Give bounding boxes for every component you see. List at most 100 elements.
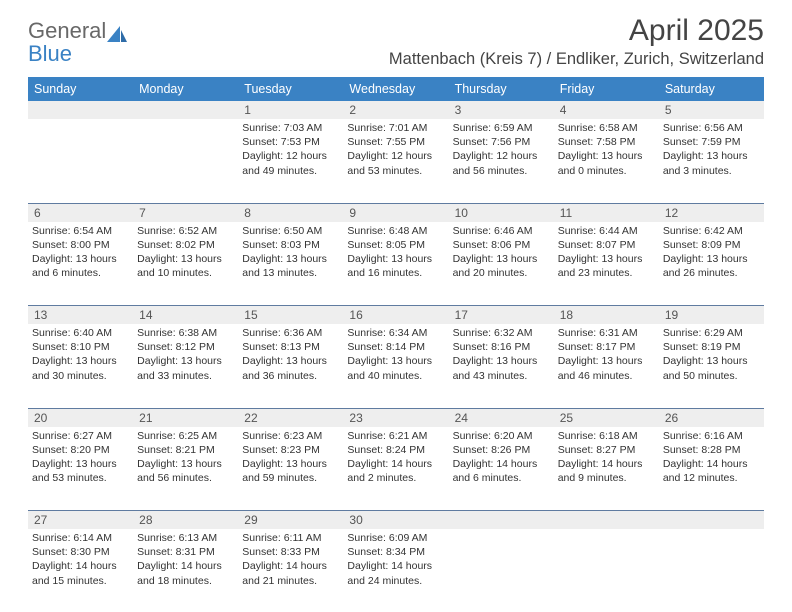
day-info-text: Sunrise: 6:58 AMSunset: 7:58 PMDaylight:… [558,119,655,178]
day-info-cell: Sunrise: 6:18 AMSunset: 8:27 PMDaylight:… [554,427,659,511]
day-info-cell [133,119,238,203]
day-info-cell: Sunrise: 6:34 AMSunset: 8:14 PMDaylight:… [343,324,448,408]
day-info-text: Sunrise: 6:27 AMSunset: 8:20 PMDaylight:… [32,427,129,486]
day-info-text: Sunrise: 6:54 AMSunset: 8:00 PMDaylight:… [32,222,129,281]
day-number-cell: 2 [343,101,448,119]
calendar-header-row: SundayMondayTuesdayWednesdayThursdayFrid… [28,77,764,101]
day-number-cell: 14 [133,306,238,325]
day-number-cell: 9 [343,203,448,222]
day-number-cell: 16 [343,306,448,325]
day-number-cell [133,101,238,119]
day-number-cell: 26 [659,408,764,427]
day-info-text: Sunrise: 6:14 AMSunset: 8:30 PMDaylight:… [32,529,129,588]
day-info-cell: Sunrise: 6:16 AMSunset: 8:28 PMDaylight:… [659,427,764,511]
day-number-cell: 12 [659,203,764,222]
day-info-text: Sunrise: 6:34 AMSunset: 8:14 PMDaylight:… [347,324,444,383]
day-info-cell: Sunrise: 6:11 AMSunset: 8:33 PMDaylight:… [238,529,343,612]
day-info-text: Sunrise: 6:16 AMSunset: 8:28 PMDaylight:… [663,427,760,486]
day-number-cell: 18 [554,306,659,325]
weekday-header: Sunday [28,77,133,101]
day-info-text: Sunrise: 6:13 AMSunset: 8:31 PMDaylight:… [137,529,234,588]
day-info-text: Sunrise: 6:09 AMSunset: 8:34 PMDaylight:… [347,529,444,588]
day-info-cell: Sunrise: 6:44 AMSunset: 8:07 PMDaylight:… [554,222,659,306]
weekday-header: Thursday [449,77,554,101]
day-info-cell: Sunrise: 6:46 AMSunset: 8:06 PMDaylight:… [449,222,554,306]
month-title: April 2025 [389,14,764,48]
location-text: Mattenbach (Kreis 7) / Endliker, Zurich,… [389,50,764,69]
day-info-text: Sunrise: 6:11 AMSunset: 8:33 PMDaylight:… [242,529,339,588]
day-info-text: Sunrise: 6:21 AMSunset: 8:24 PMDaylight:… [347,427,444,486]
day-number-cell: 11 [554,203,659,222]
day-number-cell: 7 [133,203,238,222]
day-info-cell: Sunrise: 6:48 AMSunset: 8:05 PMDaylight:… [343,222,448,306]
day-number-cell: 19 [659,306,764,325]
brand-gray-text: General [28,18,106,43]
day-info-text: Sunrise: 6:18 AMSunset: 8:27 PMDaylight:… [558,427,655,486]
title-block: April 2025 Mattenbach (Kreis 7) / Endlik… [389,14,764,69]
day-info-text: Sunrise: 6:46 AMSunset: 8:06 PMDaylight:… [453,222,550,281]
day-number-cell: 4 [554,101,659,119]
day-number-cell: 6 [28,203,133,222]
day-info-cell: Sunrise: 6:42 AMSunset: 8:09 PMDaylight:… [659,222,764,306]
day-number-cell [659,511,764,530]
day-info-cell: Sunrise: 6:58 AMSunset: 7:58 PMDaylight:… [554,119,659,203]
day-number-cell: 1 [238,101,343,119]
brand-text: General Blue [28,20,128,66]
day-info-text: Sunrise: 6:32 AMSunset: 8:16 PMDaylight:… [453,324,550,383]
day-number-cell: 24 [449,408,554,427]
day-info-cell: Sunrise: 6:59 AMSunset: 7:56 PMDaylight:… [449,119,554,203]
day-number-cell: 20 [28,408,133,427]
day-number-cell: 23 [343,408,448,427]
day-info-text: Sunrise: 6:52 AMSunset: 8:02 PMDaylight:… [137,222,234,281]
weekday-header: Friday [554,77,659,101]
day-info-cell: Sunrise: 6:23 AMSunset: 8:23 PMDaylight:… [238,427,343,511]
day-number-cell: 29 [238,511,343,530]
day-info-text: Sunrise: 6:56 AMSunset: 7:59 PMDaylight:… [663,119,760,178]
weekday-header: Tuesday [238,77,343,101]
day-number-cell: 13 [28,306,133,325]
day-info-cell: Sunrise: 6:25 AMSunset: 8:21 PMDaylight:… [133,427,238,511]
day-info-cell: Sunrise: 6:54 AMSunset: 8:00 PMDaylight:… [28,222,133,306]
day-info-cell: Sunrise: 6:38 AMSunset: 8:12 PMDaylight:… [133,324,238,408]
day-info-text: Sunrise: 6:42 AMSunset: 8:09 PMDaylight:… [663,222,760,281]
day-info-cell: Sunrise: 6:36 AMSunset: 8:13 PMDaylight:… [238,324,343,408]
day-info-cell: Sunrise: 6:27 AMSunset: 8:20 PMDaylight:… [28,427,133,511]
day-number-cell: 28 [133,511,238,530]
day-info-text: Sunrise: 6:25 AMSunset: 8:21 PMDaylight:… [137,427,234,486]
day-info-text: Sunrise: 6:38 AMSunset: 8:12 PMDaylight:… [137,324,234,383]
day-number-cell: 21 [133,408,238,427]
day-info-cell: Sunrise: 6:29 AMSunset: 8:19 PMDaylight:… [659,324,764,408]
day-info-cell: Sunrise: 6:52 AMSunset: 8:02 PMDaylight:… [133,222,238,306]
brand-sail-icon [106,25,128,43]
day-info-cell: Sunrise: 6:31 AMSunset: 8:17 PMDaylight:… [554,324,659,408]
day-number-cell: 17 [449,306,554,325]
brand-logo: General Blue [28,14,128,66]
day-number-cell: 25 [554,408,659,427]
brand-blue-text: Blue [28,41,72,66]
day-number-cell [554,511,659,530]
day-info-text: Sunrise: 6:23 AMSunset: 8:23 PMDaylight:… [242,427,339,486]
calendar-table: SundayMondayTuesdayWednesdayThursdayFrid… [28,77,764,612]
day-number-cell: 5 [659,101,764,119]
day-info-cell: Sunrise: 6:20 AMSunset: 8:26 PMDaylight:… [449,427,554,511]
day-info-cell: Sunrise: 7:01 AMSunset: 7:55 PMDaylight:… [343,119,448,203]
day-info-cell: Sunrise: 7:03 AMSunset: 7:53 PMDaylight:… [238,119,343,203]
day-info-text: Sunrise: 6:44 AMSunset: 8:07 PMDaylight:… [558,222,655,281]
day-info-cell [449,529,554,612]
day-info-text: Sunrise: 6:59 AMSunset: 7:56 PMDaylight:… [453,119,550,178]
day-info-cell: Sunrise: 6:21 AMSunset: 8:24 PMDaylight:… [343,427,448,511]
day-number-cell: 8 [238,203,343,222]
day-info-text: Sunrise: 7:01 AMSunset: 7:55 PMDaylight:… [347,119,444,178]
weekday-header: Saturday [659,77,764,101]
day-number-cell: 10 [449,203,554,222]
day-info-cell: Sunrise: 6:13 AMSunset: 8:31 PMDaylight:… [133,529,238,612]
day-info-cell: Sunrise: 6:50 AMSunset: 8:03 PMDaylight:… [238,222,343,306]
day-number-cell [28,101,133,119]
weekday-header: Monday [133,77,238,101]
day-number-cell: 3 [449,101,554,119]
day-info-text: Sunrise: 6:36 AMSunset: 8:13 PMDaylight:… [242,324,339,383]
day-info-text: Sunrise: 6:20 AMSunset: 8:26 PMDaylight:… [453,427,550,486]
day-info-cell: Sunrise: 6:32 AMSunset: 8:16 PMDaylight:… [449,324,554,408]
day-info-cell: Sunrise: 6:56 AMSunset: 7:59 PMDaylight:… [659,119,764,203]
day-number-cell: 15 [238,306,343,325]
